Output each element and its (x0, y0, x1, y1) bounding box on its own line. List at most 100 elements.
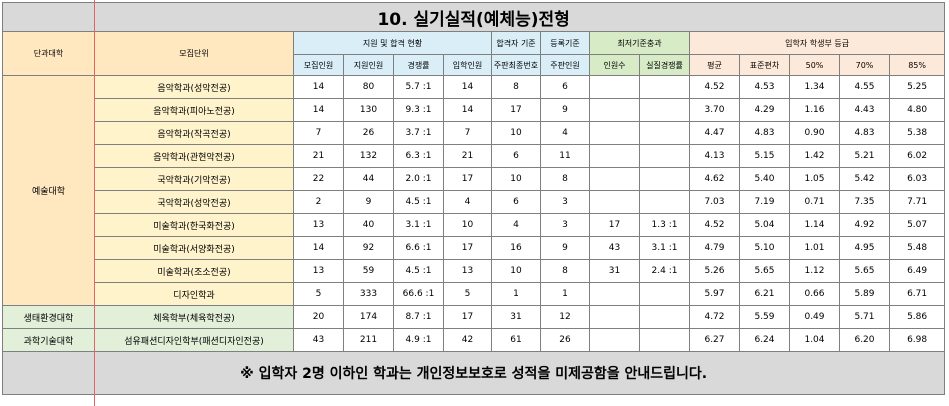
header-group-apply: 지원 및 합격 현황 (293, 31, 492, 55)
data-cell: 4.95 (839, 236, 890, 260)
data-cell: 1.04 (789, 328, 840, 352)
data-cell: 5.07 (888, 213, 946, 237)
data-cell (589, 98, 640, 122)
data-cell: 5.04 (739, 213, 790, 237)
data-cell: 3.1 :1 (393, 213, 444, 237)
data-cell: 8 (491, 75, 541, 99)
data-cell: 132 (343, 144, 394, 168)
unit-cell: 국악학과(성악전공) (94, 190, 294, 214)
data-cell: 4 (491, 213, 541, 237)
data-cell: 211 (343, 328, 394, 352)
data-cell: 9 (343, 190, 394, 214)
data-cell: 17 (443, 167, 492, 191)
table-row: 생태환경대학 체육학부(체육학전공) 20 174 8.7 :1 17 31 12 4.72 5.… (2, 305, 946, 329)
data-cell: 5.89 (839, 282, 890, 306)
data-cell: 4.52 (689, 213, 740, 237)
subheader-cell: 주판인원 (540, 54, 590, 76)
data-cell: 4.72 (689, 305, 740, 329)
data-cell: 5.25 (888, 75, 946, 99)
unit-cell: 섬유패션디자인학부(패션디자인전공) (94, 328, 294, 352)
data-cell: 14 (443, 75, 492, 99)
data-cell: 8.7 :1 (393, 305, 444, 329)
data-cell: 0.90 (789, 121, 840, 145)
data-cell (639, 305, 690, 329)
data-cell: 4.83 (739, 121, 790, 145)
data-cell: 11 (540, 144, 590, 168)
data-cell: 6.98 (888, 328, 946, 352)
table-row: 국악학과(기악전공) 22 44 2.0 :1 17 10 8 4.62 5.40 1.05 5.4… (3, 167, 946, 191)
data-cell: 6.20 (839, 328, 890, 352)
data-cell: 174 (343, 305, 394, 329)
data-cell (589, 282, 640, 306)
data-cell: 1.16 (789, 98, 840, 122)
data-cell (589, 190, 640, 214)
data-cell: 13 (293, 213, 344, 237)
data-cell: 10 (491, 167, 541, 191)
subheader-cell: 경쟁률 (393, 54, 444, 76)
data-cell: 6.24 (739, 328, 790, 352)
data-cell: 4.92 (839, 213, 890, 237)
header-unit: 모집단위 (94, 31, 294, 76)
data-cell: 4.5 :1 (393, 190, 444, 214)
data-cell: 1.34 (789, 75, 840, 99)
unit-cell: 미술학과(조소전공) (94, 259, 294, 283)
data-cell: 31 (589, 259, 640, 283)
college-cell: 과학기술대학 (2, 328, 95, 352)
data-cell: 20 (293, 305, 344, 329)
data-cell (589, 121, 640, 145)
data-cell: 66.6 :1 (393, 282, 444, 306)
data-cell: 44 (343, 167, 394, 191)
data-cell: 17 (443, 305, 492, 329)
data-cell: 4 (540, 121, 590, 145)
data-cell: 5 (293, 282, 344, 306)
unit-cell: 음악학과(피아노전공) (94, 98, 294, 122)
data-cell: 5.65 (739, 259, 790, 283)
data-cell: 26 (343, 121, 394, 145)
data-cell: 21 (443, 144, 492, 168)
data-cell: 4.43 (839, 98, 890, 122)
data-cell: 1.01 (789, 236, 840, 260)
data-cell: 13 (293, 259, 344, 283)
data-cell: 14 (293, 236, 344, 260)
subheader-cell: 평균 (689, 54, 740, 76)
header-group-pass: 합격자 기준 (491, 31, 541, 55)
data-cell: 92 (343, 236, 394, 260)
unit-cell: 국악학과(기악전공) (94, 167, 294, 191)
data-cell: 26 (540, 328, 590, 352)
unit-cell: 디자인학과 (94, 282, 294, 306)
data-cell: 1.05 (789, 167, 840, 191)
data-cell (589, 167, 640, 191)
data-cell: 1 (491, 282, 541, 306)
data-cell: 6.21 (739, 282, 790, 306)
subheader-cell: 모집인원 (293, 54, 344, 76)
data-cell: 7.03 (689, 190, 740, 214)
data-cell: 0.71 (789, 190, 840, 214)
data-cell: 31 (491, 305, 541, 329)
data-cell (639, 98, 690, 122)
data-cell (639, 75, 690, 99)
data-cell (639, 190, 690, 214)
college-cell: 예술대학 (2, 75, 95, 306)
data-cell: 14 (293, 75, 344, 99)
header-group-min: 최저기준충과 (589, 31, 690, 55)
data-cell: 17 (589, 213, 640, 237)
table-row: 과학기술대학 섬유패션디자인학부(패션디자인전공) 43 211 4.9 :1 42 61 2… (2, 328, 946, 352)
data-cell: 6.03 (888, 167, 946, 191)
data-cell: 5.59 (739, 305, 790, 329)
table-row: 예술대학 음악학과(성악전공) 14 80 5.7 :1 14 8 6 4.52 4.53 1.34… (2, 75, 946, 306)
unit-cell: 미술학과(서양화전공) (94, 236, 294, 260)
data-cell: 10 (491, 121, 541, 145)
data-cell: 5.21 (839, 144, 890, 168)
data-cell: 22 (293, 167, 344, 191)
data-cell (639, 282, 690, 306)
data-cell: 5.48 (888, 236, 946, 260)
data-cell: 43 (293, 328, 344, 352)
table-row: 국악학과(성악전공) 2 9 4.5 :1 4 6 3 7.03 7.19 0.71 7.35 7.7… (3, 190, 946, 214)
data-cell: 5.38 (888, 121, 946, 145)
data-cell: 4.5 :1 (393, 259, 444, 283)
data-cell (589, 328, 640, 352)
data-cell: 5.10 (739, 236, 790, 260)
data-cell: 1.12 (789, 259, 840, 283)
data-cell: 17 (491, 98, 541, 122)
data-cell: 80 (343, 75, 394, 99)
